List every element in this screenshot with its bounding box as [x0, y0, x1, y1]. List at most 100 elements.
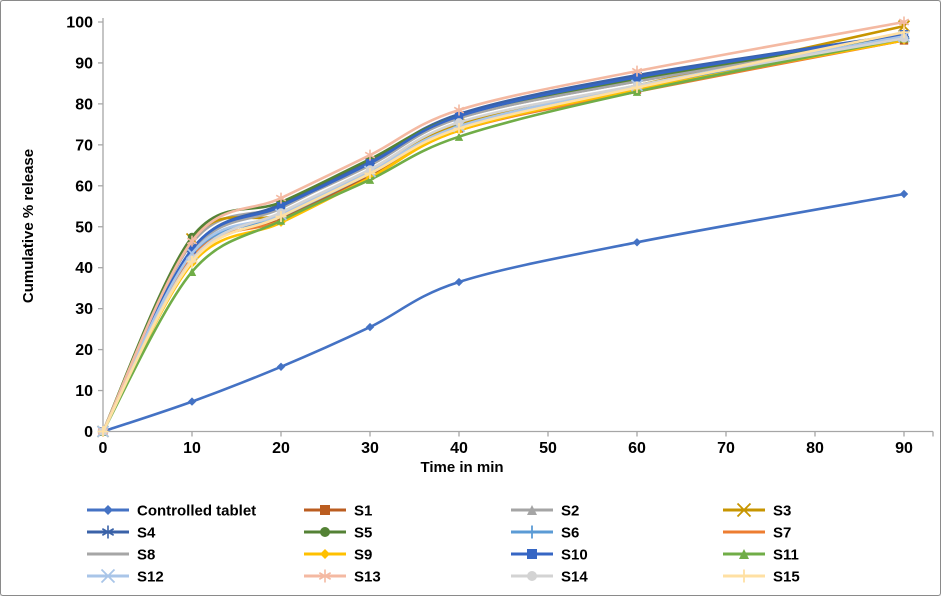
legend-label: S9	[354, 547, 372, 564]
data-point-marker	[898, 16, 910, 28]
legend-label: S4	[137, 525, 156, 542]
legend-item-controlled-tablet: Controlled tablet	[87, 503, 256, 520]
data-point-marker	[365, 322, 375, 332]
legend-marker	[320, 505, 330, 515]
y-tick-label: 70	[75, 137, 93, 154]
legend-marker	[320, 527, 330, 537]
x-tick-label: 50	[539, 440, 557, 457]
legend-marker	[525, 525, 539, 539]
series-line	[101, 30, 906, 433]
legend-marker	[103, 505, 113, 515]
data-point-marker	[364, 149, 376, 161]
legend-label: S12	[137, 569, 164, 586]
legend-marker	[527, 571, 537, 581]
data-point-marker	[631, 65, 643, 77]
legend-item-s4: S4	[87, 525, 156, 542]
legend-label: S15	[773, 569, 800, 586]
legend-label: S10	[561, 547, 588, 564]
x-tick-label: 10	[183, 440, 201, 457]
legend-item-s9: S9	[304, 547, 372, 564]
legend-label: Controlled tablet	[137, 503, 256, 520]
legend-marker	[739, 549, 749, 559]
series-s14	[98, 34, 909, 436]
data-point-marker	[453, 122, 465, 134]
x-tick-label: 20	[272, 440, 290, 457]
legend-item-s3: S3	[723, 503, 791, 520]
legend-item-s6: S6	[511, 525, 579, 542]
legend-label: S7	[773, 525, 791, 542]
y-tick-label: 100	[66, 15, 93, 32]
legend-label: S1	[354, 503, 372, 520]
legend-label: S11	[773, 547, 799, 564]
y-tick-label: 50	[75, 219, 93, 236]
legend-label: S5	[354, 525, 372, 542]
series-line	[101, 35, 906, 433]
legend-label: S8	[137, 547, 155, 564]
y-tick-label: 60	[75, 178, 93, 195]
y-tick-label: 80	[75, 96, 93, 113]
series-line	[101, 20, 906, 433]
x-tick-label: 90	[895, 440, 913, 457]
data-point-marker	[365, 175, 375, 184]
data-point-marker	[365, 159, 375, 168]
y-tick-label: 0	[84, 424, 93, 441]
data-point-marker	[898, 26, 910, 38]
plot-series-layer	[96, 16, 911, 438]
legend-marker	[318, 569, 332, 583]
legend-item-s1: S1	[304, 503, 372, 520]
legend-label: S3	[773, 503, 791, 520]
x-axis-title: Time in min	[420, 459, 503, 476]
legend-item-s13: S13	[304, 569, 381, 586]
data-point-marker	[276, 202, 286, 211]
data-point-marker	[899, 189, 909, 199]
series-s15	[97, 26, 910, 437]
data-point-marker	[97, 426, 109, 437]
legend-marker	[527, 549, 537, 559]
data-point-marker	[454, 111, 464, 121]
data-point-marker	[454, 132, 464, 141]
legend-marker	[736, 502, 752, 518]
x-tick-label: 70	[717, 440, 735, 457]
legend-label: S14	[561, 569, 588, 586]
y-tick-label: 40	[75, 260, 93, 277]
chart-legend: Controlled tablet S1 S2 S3 S4 S5 S6 S7 S8 S9 S10 S1…	[87, 503, 800, 586]
legend-marker	[737, 569, 751, 583]
legend-label: S2	[561, 503, 579, 520]
data-point-marker	[187, 245, 197, 254]
x-tick-label: 40	[450, 440, 468, 457]
series-line	[101, 33, 906, 433]
legend-marker	[320, 549, 330, 559]
data-point-marker	[632, 73, 642, 82]
data-point-marker	[276, 362, 286, 371]
series-line	[101, 192, 906, 433]
legend-item-s12: S12	[87, 569, 164, 586]
data-point-marker	[187, 267, 197, 276]
legend-marker	[100, 568, 116, 584]
legend-item-s10: S10	[511, 547, 588, 564]
data-point-marker	[275, 211, 287, 223]
x-tick-label: 60	[628, 440, 646, 457]
data-point-marker	[186, 235, 198, 247]
data-point-marker	[186, 256, 198, 268]
data-point-marker	[899, 34, 909, 43]
data-point-marker	[454, 277, 464, 287]
tick-labels: 0 10 20 30 40 50 60 70 80 90 100 0 10 20 30 40 50 60 70 80 9…	[66, 15, 913, 458]
data-point-marker	[187, 397, 197, 406]
data-point-marker	[453, 104, 465, 116]
legend-item-s5: S5	[304, 525, 372, 542]
data-point-marker	[275, 192, 287, 204]
y-tick-label: 20	[75, 342, 93, 359]
legend-label: S13	[354, 569, 381, 586]
data-point-marker	[364, 168, 376, 180]
legend-item-s15: S15	[723, 569, 800, 586]
data-point-marker	[454, 118, 464, 127]
legend-item-s11: S11	[723, 547, 799, 564]
legend-item-s7: S7	[723, 525, 791, 542]
legend-item-s8: S8	[87, 547, 155, 564]
y-tick-label: 90	[75, 55, 93, 72]
legend-item-s2: S2	[511, 503, 579, 520]
legend-item-s14: S14	[511, 569, 588, 586]
y-tick-label: 30	[75, 301, 93, 318]
